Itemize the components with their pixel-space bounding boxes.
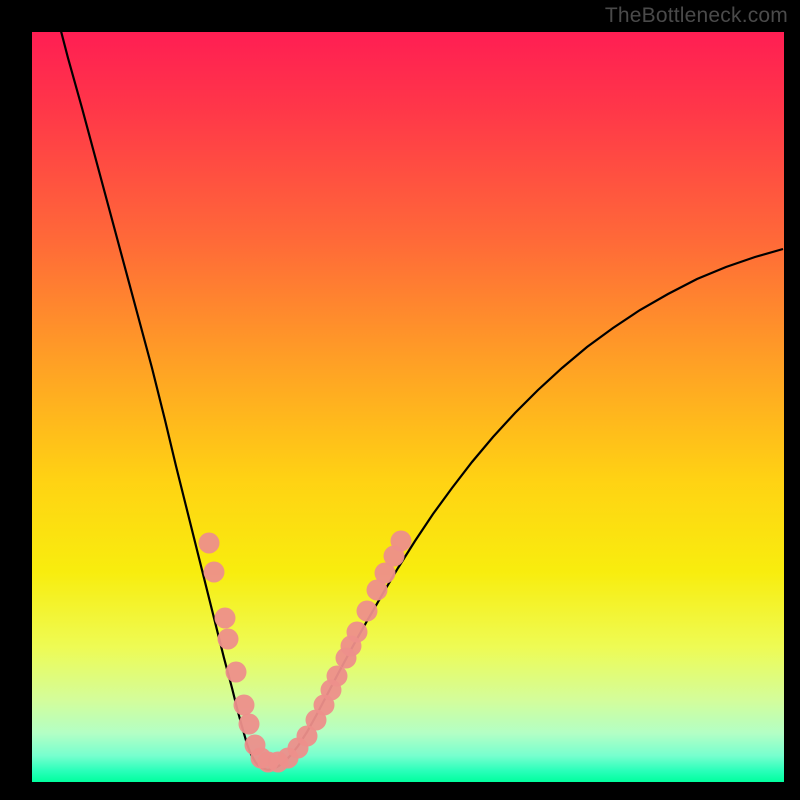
data-marker [234, 695, 255, 716]
data-marker [218, 629, 239, 650]
data-marker [199, 533, 220, 554]
gradient-background [32, 32, 784, 782]
data-marker [347, 622, 368, 643]
data-marker [226, 662, 247, 683]
data-marker [215, 608, 236, 629]
data-marker [327, 666, 348, 687]
watermark-text: TheBottleneck.com [605, 4, 788, 28]
chart-svg [32, 32, 784, 782]
data-marker [391, 531, 412, 552]
data-marker [204, 562, 225, 583]
plot-area [32, 32, 784, 782]
data-marker [239, 714, 260, 735]
data-marker [357, 601, 378, 622]
